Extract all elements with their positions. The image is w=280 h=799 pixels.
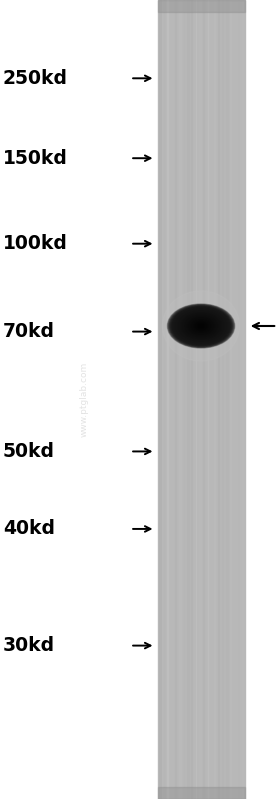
Ellipse shape xyxy=(184,315,218,337)
Ellipse shape xyxy=(196,323,206,329)
Ellipse shape xyxy=(167,304,235,348)
Ellipse shape xyxy=(197,324,205,328)
Ellipse shape xyxy=(178,311,224,341)
Ellipse shape xyxy=(187,316,215,336)
Text: 250kd: 250kd xyxy=(3,69,68,88)
Ellipse shape xyxy=(174,308,228,344)
Ellipse shape xyxy=(175,309,227,343)
Ellipse shape xyxy=(193,321,209,331)
Ellipse shape xyxy=(192,320,210,332)
Ellipse shape xyxy=(190,319,212,333)
Ellipse shape xyxy=(162,291,240,361)
Ellipse shape xyxy=(181,312,221,339)
Ellipse shape xyxy=(182,313,220,339)
Text: 100kd: 100kd xyxy=(3,234,68,253)
Ellipse shape xyxy=(168,304,234,348)
Ellipse shape xyxy=(188,318,214,334)
Ellipse shape xyxy=(172,307,230,345)
Ellipse shape xyxy=(194,321,208,331)
Ellipse shape xyxy=(179,312,223,340)
Text: 70kd: 70kd xyxy=(3,322,55,341)
Bar xyxy=(158,0,245,799)
Ellipse shape xyxy=(200,325,202,327)
Ellipse shape xyxy=(185,316,217,336)
Bar xyxy=(158,0,245,12)
Text: 40kd: 40kd xyxy=(3,519,55,539)
Ellipse shape xyxy=(188,317,214,335)
Ellipse shape xyxy=(170,306,232,346)
Ellipse shape xyxy=(183,314,219,338)
Ellipse shape xyxy=(176,310,226,342)
Ellipse shape xyxy=(173,308,229,344)
Ellipse shape xyxy=(186,316,216,336)
Ellipse shape xyxy=(190,319,213,333)
Ellipse shape xyxy=(198,324,204,328)
Ellipse shape xyxy=(195,322,207,330)
Text: 150kd: 150kd xyxy=(3,149,68,168)
Ellipse shape xyxy=(192,320,211,332)
Ellipse shape xyxy=(199,324,203,328)
Ellipse shape xyxy=(169,305,233,347)
Text: 50kd: 50kd xyxy=(3,442,55,461)
Ellipse shape xyxy=(171,307,231,345)
Bar xyxy=(158,787,245,799)
Ellipse shape xyxy=(177,310,225,342)
Text: 30kd: 30kd xyxy=(3,636,55,655)
Ellipse shape xyxy=(180,312,222,340)
Text: www.ptglab.com: www.ptglab.com xyxy=(80,362,88,437)
